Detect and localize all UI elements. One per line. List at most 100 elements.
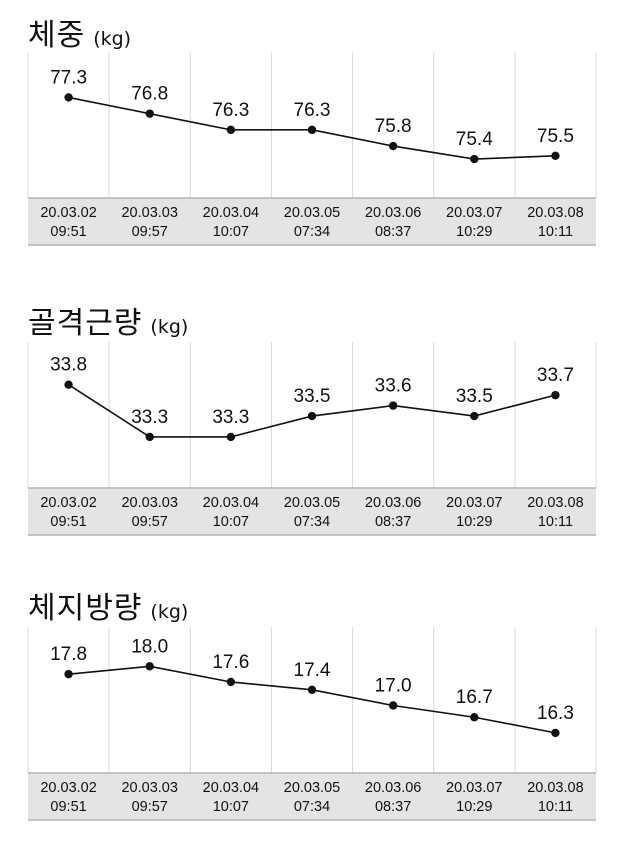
data-label: 16.7	[456, 687, 493, 708]
x-tick-date: 20.03.05	[284, 780, 340, 796]
x-tick-time: 10:07	[213, 514, 249, 530]
data-point	[64, 93, 73, 102]
data-point	[64, 669, 73, 679]
data-label: 75.8	[375, 116, 412, 137]
x-tick-time: 10:11	[538, 224, 573, 240]
x-tick-date: 20.03.06	[365, 205, 421, 221]
data-point	[470, 713, 479, 722]
x-tick-time: 10:29	[456, 514, 492, 530]
data-label: 75.5	[537, 126, 574, 147]
chart-title-text: 체지방량	[28, 591, 143, 626]
x-tick-date: 20.03.07	[446, 495, 502, 511]
skeletal-muscle-chart-section: 골격근량 (kg) 33.8 20.03.02 09:51 33.3 20.03.03 09…	[0, 290, 640, 550]
x-axis-band	[28, 773, 596, 820]
x-tick-time: 08:37	[375, 799, 411, 815]
x-tick-time: 10:07	[213, 799, 249, 815]
data-point	[145, 662, 154, 671]
body-fat-chart-section: 체지방량 (kg) 17.8 20.03.02 09:51 18.0 20.03.03 09…	[0, 575, 640, 835]
data-point	[64, 380, 73, 389]
data-label: 33.3	[212, 407, 249, 428]
data-point	[307, 125, 317, 135]
weight-chart-section: 체중 (kg) 77.3 20.03.02 09:51 76.8 20.03.03 09:5…	[0, 0, 640, 260]
data-label: 33.8	[50, 355, 87, 376]
data-point	[470, 411, 479, 421]
chart-title-text: 골격근량	[28, 306, 143, 341]
x-tick-time: 10:07	[213, 224, 249, 240]
x-tick-time: 10:29	[456, 224, 492, 240]
x-tick-date: 20.03.08	[527, 205, 583, 221]
x-tick-time: 09:51	[50, 514, 86, 530]
x-tick-time: 09:57	[132, 514, 168, 530]
data-point	[307, 411, 317, 421]
x-tick-date: 20.03.07	[446, 205, 502, 221]
chart-unit: (kg)	[150, 601, 189, 623]
data-label: 18.0	[131, 636, 168, 657]
skeletal-muscle-line-chart: 33.8 20.03.02 09:51 33.3 20.03.03 09:57 33.3 20…	[27, 342, 597, 536]
data-label: 33.3	[131, 407, 168, 428]
data-label: 77.3	[50, 67, 87, 88]
data-label: 76.3	[212, 100, 249, 121]
data-label: 76.8	[131, 84, 168, 105]
x-tick-date: 20.03.06	[365, 780, 421, 796]
x-tick-date: 20.03.02	[40, 780, 96, 796]
x-tick-date: 20.03.04	[203, 205, 259, 221]
chart-title-text: 체중	[28, 18, 86, 53]
data-point	[226, 432, 236, 442]
x-tick-date: 20.03.04	[203, 780, 259, 796]
weight-line-chart: 77.3 20.03.02 09:51 76.8 20.03.03 09:57 76.3 20…	[27, 52, 597, 246]
data-label: 76.3	[294, 100, 331, 121]
chart-unit: (kg)	[93, 28, 132, 50]
data-label: 33.5	[456, 386, 493, 407]
data-point	[551, 151, 560, 160]
x-tick-time: 10:11	[538, 514, 573, 530]
x-tick-date: 20.03.05	[284, 205, 340, 221]
data-point	[226, 677, 236, 687]
data-label: 17.6	[212, 652, 249, 673]
data-point	[145, 432, 154, 442]
chart-title: 체지방량 (kg)	[28, 583, 188, 627]
data-label: 33.5	[294, 386, 331, 407]
x-tick-date: 20.03.08	[527, 495, 583, 511]
data-point	[226, 125, 236, 135]
x-tick-time: 08:37	[375, 514, 411, 530]
data-label: 33.7	[537, 365, 574, 386]
data-label: 75.4	[456, 129, 493, 150]
x-tick-date: 20.03.07	[446, 780, 502, 796]
chart-unit: (kg)	[150, 316, 189, 338]
data-point	[388, 141, 398, 151]
x-tick-time: 07:34	[294, 514, 330, 530]
x-tick-time: 09:57	[132, 799, 168, 815]
data-point	[551, 728, 560, 738]
x-tick-time: 09:51	[50, 224, 86, 240]
x-tick-time: 09:51	[50, 799, 86, 815]
x-axis-band	[28, 488, 596, 535]
x-tick-time: 09:57	[132, 224, 168, 240]
data-label: 33.6	[375, 376, 412, 397]
x-tick-date: 20.03.04	[203, 495, 259, 511]
data-point	[551, 390, 560, 400]
x-tick-time: 10:11	[538, 799, 573, 815]
body-fat-line-chart: 17.8 20.03.02 09:51 18.0 20.03.03 09:57 17.6 20…	[27, 627, 597, 821]
x-tick-date: 20.03.06	[365, 495, 421, 511]
data-label: 17.8	[50, 644, 87, 665]
data-point	[388, 701, 398, 710]
data-point	[307, 685, 317, 695]
x-tick-time: 08:37	[375, 224, 411, 240]
x-tick-time: 07:34	[294, 224, 330, 240]
x-tick-date: 20.03.08	[527, 780, 583, 796]
chart-title: 체중 (kg)	[28, 10, 131, 54]
x-axis-band	[28, 198, 596, 245]
x-tick-time: 07:34	[294, 799, 330, 815]
x-tick-time: 10:29	[456, 799, 492, 815]
data-point	[388, 401, 398, 410]
x-tick-date: 20.03.05	[284, 495, 340, 511]
x-tick-date: 20.03.03	[121, 495, 177, 511]
x-tick-date: 20.03.02	[40, 205, 96, 221]
x-tick-date: 20.03.03	[121, 780, 177, 796]
x-tick-date: 20.03.02	[40, 495, 96, 511]
data-label: 17.4	[294, 660, 331, 681]
data-label: 17.0	[375, 675, 412, 696]
chart-title: 골격근량 (kg)	[28, 298, 188, 342]
data-label: 16.3	[537, 703, 574, 724]
data-point	[145, 109, 154, 118]
